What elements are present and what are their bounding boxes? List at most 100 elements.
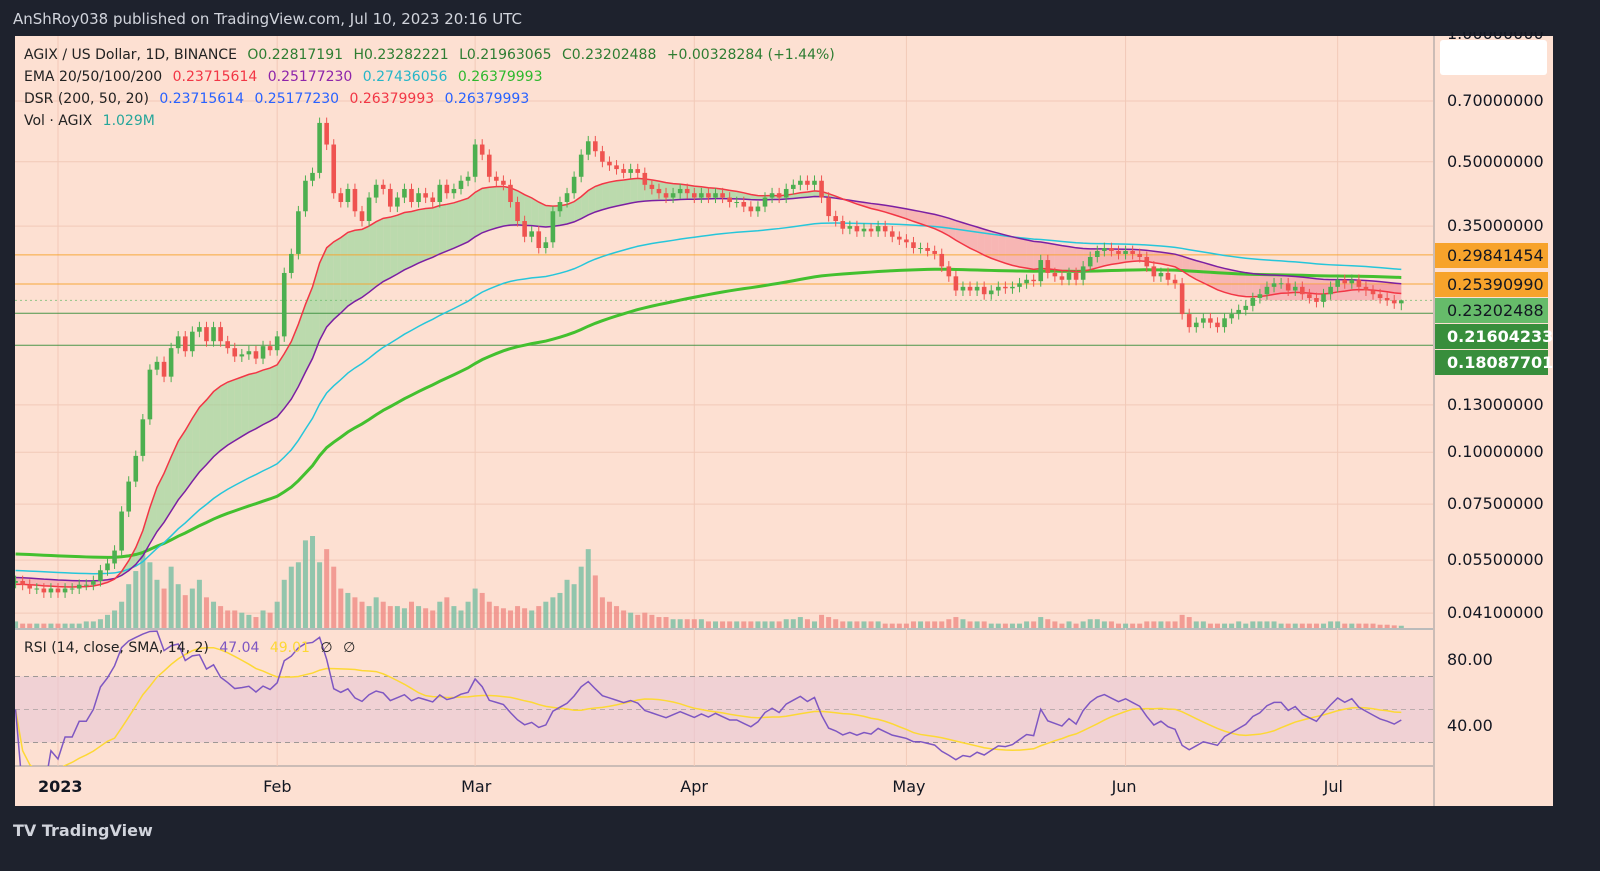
volume-bar — [20, 623, 26, 628]
candle-body — [444, 184, 450, 194]
volume-bar — [218, 606, 224, 628]
ema-cloud-segment — [135, 530, 143, 565]
ema-cloud-segment — [291, 324, 299, 400]
candle-body — [1363, 286, 1369, 291]
candle-body — [550, 211, 556, 243]
ema-legend[interactable]: EMA 20/50/100/200 0.23715614 0.25177230 … — [24, 69, 549, 85]
volume-bar — [175, 584, 181, 628]
candle-body — [1285, 283, 1291, 291]
candle-body — [154, 361, 160, 370]
volume-bar — [62, 623, 68, 628]
ema-cloud-segment — [955, 220, 963, 245]
candle-body — [161, 361, 167, 377]
ema-cloud-segment — [241, 374, 249, 437]
ema-cloud-segment — [340, 232, 348, 313]
volume-bar — [720, 621, 726, 628]
candle-body — [91, 580, 96, 585]
volume-bar — [1024, 621, 1030, 628]
candle-body — [812, 180, 817, 185]
ema-cloud-segment — [892, 206, 900, 217]
ema-cloud-segment — [50, 579, 58, 587]
ema-cloud-segment — [312, 263, 320, 359]
rsi-pane — [15, 630, 1433, 766]
ema-cloud-segment — [531, 197, 539, 227]
volume-bar — [1158, 621, 1164, 628]
candle-body — [1278, 283, 1284, 285]
volume-bar — [932, 621, 938, 628]
volume-bar — [34, 623, 40, 628]
volume-bar — [55, 623, 61, 628]
volume-bar — [246, 614, 252, 628]
candle-body — [1080, 266, 1086, 280]
candle-body — [1307, 294, 1312, 299]
volume-bar — [189, 588, 195, 628]
volume-bar — [776, 621, 782, 628]
ema-cloud-segment — [376, 218, 384, 287]
volume-bar — [1370, 623, 1376, 628]
volume-bar — [1285, 623, 1291, 628]
candle-body — [769, 193, 775, 198]
tradingview-logo[interactable]: 𝗧𝗩 TradingView — [13, 821, 153, 840]
volume-bar — [1116, 623, 1121, 628]
published-by: AnShRoy038 published on TradingView.com,… — [13, 10, 522, 28]
candle-body — [833, 216, 838, 222]
dsr-legend[interactable]: DSR (200, 50, 20) 0.23715614 0.25177230 … — [24, 91, 535, 107]
rsi-legend[interactable]: RSI (14, close, SMA, 14, 2) 47.04 49.01 … — [24, 640, 361, 656]
ema-cloud-segment — [220, 382, 228, 451]
volume-bar — [1137, 623, 1143, 628]
candle-body — [34, 588, 40, 590]
candle-body — [656, 188, 662, 194]
candle-body — [1399, 300, 1404, 304]
volume-bar — [833, 619, 839, 628]
candle-body — [48, 588, 54, 593]
volume-bar — [1200, 621, 1206, 628]
candle-body — [1384, 298, 1390, 301]
volume-bar — [493, 606, 499, 628]
symbol-name[interactable]: AGIX / US Dollar, 1D, BINANCE — [24, 47, 237, 63]
volume-bar — [479, 592, 485, 628]
candle-body — [953, 276, 959, 291]
ema-cloud-segment — [149, 487, 157, 544]
volume-bar — [804, 619, 810, 628]
volume-bar — [649, 614, 655, 628]
volume-legend[interactable]: Vol · AGIX 1.029M — [24, 113, 161, 129]
candle-body — [1193, 322, 1199, 328]
candle-body — [529, 231, 534, 237]
volume-bar — [112, 610, 118, 628]
candle-body — [536, 231, 542, 249]
volume-bar — [1222, 623, 1228, 628]
ema-cloud-segment — [397, 212, 405, 275]
volume-bar — [373, 597, 379, 628]
time-tick-label: Mar — [461, 777, 492, 796]
volume-bar — [416, 606, 422, 628]
volume-bar — [755, 621, 761, 628]
price-level-label: 0.25390990 — [1435, 272, 1548, 298]
candle-body — [126, 481, 131, 512]
volume-bar — [168, 566, 174, 628]
ema-cloud-segment — [319, 247, 327, 341]
volume-bar — [698, 619, 704, 628]
volume-bar — [69, 623, 75, 628]
candle-body — [798, 180, 803, 185]
candle-body — [826, 197, 831, 217]
volume-bar — [882, 623, 888, 628]
volume-bar — [946, 619, 952, 628]
candle-body — [932, 250, 937, 254]
ohlc-low: L0.21963065 — [459, 47, 552, 63]
ema-cloud-segment — [977, 227, 985, 256]
candle-body — [211, 327, 216, 342]
candle-body — [41, 588, 47, 593]
ema-cloud-segment — [729, 190, 737, 199]
volume-bar — [1038, 617, 1044, 628]
time-tick-label: Apr — [680, 777, 708, 796]
rsi-sma-value: 49.01 — [269, 640, 310, 656]
ema-cloud-segment — [43, 579, 51, 587]
volume-bar — [133, 571, 139, 628]
candle-body — [1066, 272, 1072, 280]
volume-bar — [1313, 623, 1319, 628]
candle-body — [713, 193, 718, 198]
ema-cloud-segment — [962, 222, 971, 249]
candle-body — [1059, 276, 1065, 280]
candle-body — [946, 266, 952, 277]
